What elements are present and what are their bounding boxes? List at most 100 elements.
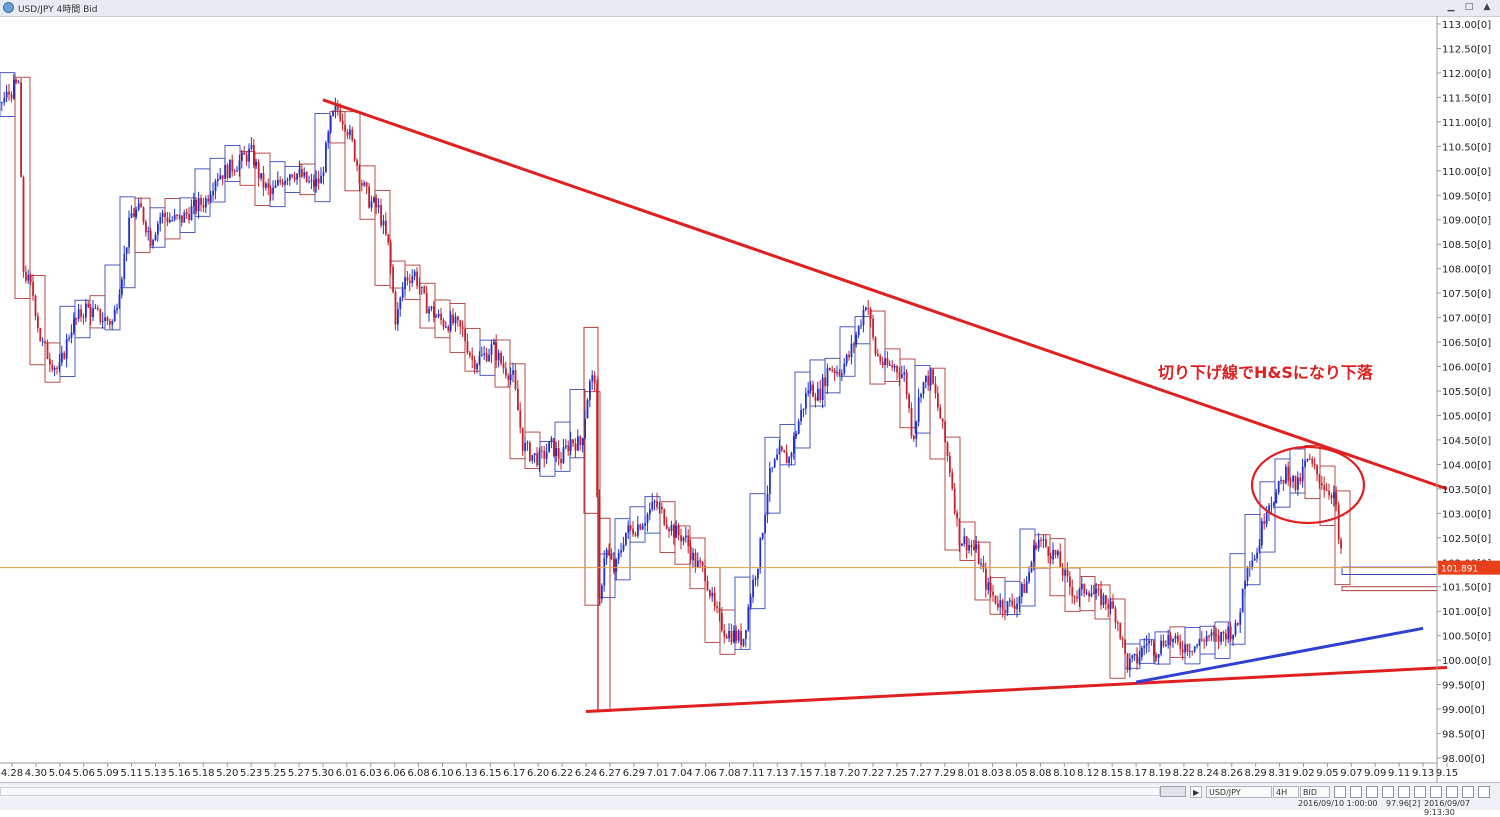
candle-body <box>356 160 358 167</box>
scroll-up-button[interactable]: ▲ <box>1483 2 1491 12</box>
box-candle <box>734 576 751 650</box>
candle-body <box>169 219 171 223</box>
head-shoulders-circle <box>1250 445 1366 525</box>
candle-body <box>1318 474 1321 484</box>
zoom-out-icon[interactable] <box>1430 786 1442 798</box>
candle-body <box>1138 657 1141 664</box>
candle-body <box>1330 495 1333 498</box>
candle-body <box>1145 643 1148 646</box>
candle-body <box>569 439 572 452</box>
candle-body <box>663 509 666 525</box>
candle-body <box>181 215 183 223</box>
timestamp-right: 2016/09/07 9:13:30 <box>1424 799 1471 817</box>
candle-body <box>1076 596 1078 599</box>
x-tick-label: 8.22 <box>1173 768 1195 779</box>
candle-body <box>377 205 380 208</box>
candle-body <box>1157 654 1160 658</box>
box-candle <box>839 326 856 377</box>
box-candle <box>509 363 526 460</box>
y-tick-label: 112.00[0] <box>1442 69 1491 80</box>
candle-body <box>310 180 313 182</box>
candle-body <box>565 445 567 448</box>
price-chart[interactable]: 切り下げ線でH&Sになり下落 113.00[0] 112.50[0] 112.00[… <box>0 16 1500 782</box>
candle-body <box>809 384 812 391</box>
x-tick-label: 5.04 <box>49 768 71 779</box>
search-icon[interactable] <box>1478 786 1490 798</box>
candle-body <box>891 364 894 368</box>
candle-body <box>689 546 692 561</box>
candle-body <box>315 178 318 187</box>
maximize-button[interactable]: □ <box>1464 2 1474 12</box>
candle-body <box>20 82 22 178</box>
candle-body <box>622 544 625 551</box>
timeframe-select[interactable]: 4H <box>1273 786 1299 798</box>
x-tick-label: 5.30 <box>312 768 334 779</box>
price-tag-label: 101.891 <box>1441 565 1478 575</box>
candle-body <box>711 592 714 597</box>
candle-body <box>1078 589 1081 599</box>
crosshair-tool-icon[interactable] <box>1350 786 1362 798</box>
y-tick-label: 100.00[0] <box>1442 656 1491 667</box>
candle-body <box>272 187 274 194</box>
grid-tool-icon[interactable] <box>1398 786 1410 798</box>
candle-body <box>716 606 718 609</box>
minimize-button[interactable]: ▁ <box>1447 2 1455 12</box>
zoom-in-icon[interactable] <box>1414 786 1426 798</box>
candle-body <box>61 352 63 363</box>
window-tool-icon[interactable] <box>1366 786 1378 798</box>
scrollbar-thumb[interactable] <box>1160 786 1186 797</box>
candle-body <box>1061 566 1064 576</box>
layout-tool-icon[interactable] <box>1382 786 1394 798</box>
candle-body <box>1049 555 1052 560</box>
candle-body <box>661 506 663 510</box>
window-titlebar: USD/JPY 4時間 Bid ▁ □ ▲ <box>0 0 1500 17</box>
candle-body <box>999 600 1002 608</box>
scroll-right-button[interactable]: ▶ <box>1190 786 1203 798</box>
x-tick-label: 6.08 <box>407 768 429 779</box>
candle-body <box>334 104 337 112</box>
candle-body <box>1270 504 1273 506</box>
price-type-select[interactable]: BID <box>1300 786 1330 798</box>
candle-body <box>269 187 272 194</box>
candle-body <box>685 535 687 538</box>
x-tick-label: 5.13 <box>144 768 166 779</box>
candle-body <box>104 317 106 321</box>
candle-body <box>824 377 826 387</box>
candle-body <box>1333 492 1335 498</box>
trendlines-layer <box>322 98 1448 714</box>
cursor-tool-icon[interactable] <box>1334 786 1346 798</box>
y-tick-label: 103.00[0] <box>1442 509 1491 520</box>
candle-body <box>800 409 802 422</box>
candle-body <box>469 352 471 356</box>
x-tick-label: 5.06 <box>73 768 95 779</box>
candle-body <box>152 240 154 246</box>
candle-body <box>303 171 306 177</box>
candle-body <box>39 327 42 342</box>
candle-body <box>896 366 898 373</box>
candle-body <box>656 501 658 508</box>
candle-body <box>502 363 505 369</box>
candle-body <box>260 173 262 179</box>
candle-body <box>1085 592 1088 594</box>
candle-body <box>493 342 495 345</box>
candle-body <box>226 164 229 179</box>
candle-body <box>601 585 603 599</box>
candle-body <box>157 223 159 235</box>
candle-body <box>1004 610 1006 614</box>
symbol-select[interactable]: USD/JPY <box>1206 786 1272 798</box>
candle-body <box>118 294 121 308</box>
candle-body <box>382 220 385 226</box>
candle-body <box>829 367 831 371</box>
horizontal-scrollbar[interactable] <box>0 787 1160 796</box>
candle-body <box>1016 603 1018 609</box>
candle-body <box>265 183 267 188</box>
fit-tool-icon[interactable] <box>1462 786 1474 798</box>
x-tick-label: 8.24 <box>1197 768 1219 779</box>
candle-body <box>1095 588 1098 594</box>
candle-body <box>557 448 560 459</box>
candle-body <box>802 408 805 410</box>
candle-body <box>1045 539 1047 547</box>
candle-body <box>749 597 752 608</box>
candle-body <box>740 630 742 646</box>
scale-tool-icon[interactable] <box>1446 786 1458 798</box>
